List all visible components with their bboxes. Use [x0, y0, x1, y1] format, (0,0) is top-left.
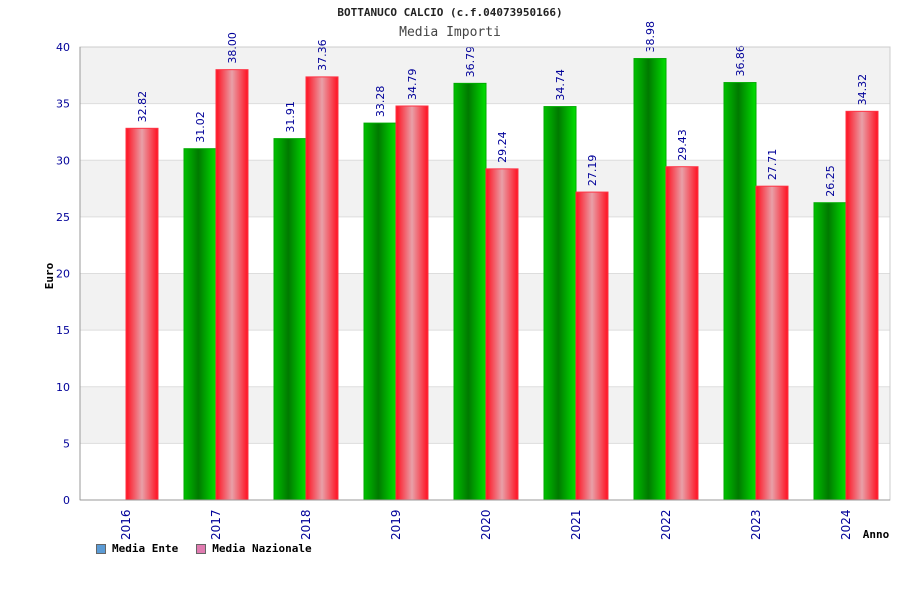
- x-tick-label: 2016: [119, 509, 133, 540]
- x-axis-label: Anno: [863, 528, 890, 541]
- y-tick-label: 30: [56, 154, 70, 167]
- bar-media-nazionale-2017: [215, 69, 249, 501]
- legend: Media Ente Media Nazionale: [96, 542, 312, 555]
- x-tick-label: 2023: [749, 509, 763, 540]
- data-label: 27.71: [766, 149, 779, 181]
- y-tick-label: 40: [56, 41, 70, 54]
- data-label: 31.02: [194, 111, 207, 143]
- data-label: 34.32: [856, 74, 869, 106]
- bar-media-ente-2019: [363, 122, 397, 501]
- legend-item-media-nazionale: Media Nazionale: [196, 542, 312, 555]
- legend-item-media-ente: Media Ente: [96, 542, 178, 555]
- data-label: 31.91: [284, 101, 297, 133]
- bar-media-nazionale-2024: [845, 110, 879, 501]
- bar-media-nazionale-2019: [395, 105, 429, 501]
- bar-media-nazionale-2020: [485, 168, 519, 501]
- bar-media-nazionale-2023: [755, 185, 789, 501]
- y-tick-label: 0: [63, 494, 70, 507]
- data-label: 36.86: [734, 45, 747, 77]
- y-axis-label: Euro: [43, 262, 56, 289]
- bar-media-ente-2023: [723, 82, 757, 501]
- bar-media-ente-2020: [453, 82, 487, 501]
- data-label: 37.36: [316, 39, 329, 71]
- axes: [79, 46, 891, 501]
- data-label: 27.19: [586, 155, 599, 187]
- tick-labels: 0 5 10 15 20 25 30 35 40 2016 2017 2018 2019 2020 2021…: [56, 41, 853, 540]
- data-label: 34.74: [554, 69, 567, 101]
- data-label: 33.28: [374, 86, 387, 118]
- bars: [125, 58, 879, 501]
- legend-swatch-media-ente: [96, 543, 106, 554]
- x-tick-label: 2020: [479, 509, 493, 540]
- x-tick-label: 2018: [299, 509, 313, 540]
- bar-labels: 32.82 31.02 38.00 31.91 37.36 33.28 34.79 36.79…: [136, 21, 869, 197]
- bar-media-nazionale-2021: [575, 191, 609, 501]
- data-label: 29.43: [676, 129, 689, 161]
- chart-subtitle: Media Importi: [399, 25, 501, 40]
- bar-media-ente-2021: [543, 106, 577, 501]
- data-label: 36.79: [464, 46, 477, 78]
- data-label: 32.82: [136, 91, 149, 123]
- chart-title: BOTTANUCO CALCIO (c.f.04073950166): [337, 6, 563, 19]
- data-label: 34.79: [406, 69, 419, 101]
- data-label: 38.00: [226, 32, 239, 64]
- legend-label-media-nazionale: Media Nazionale: [212, 542, 312, 555]
- bar-media-ente-2024: [813, 202, 847, 501]
- y-tick-label: 25: [56, 211, 70, 224]
- data-label: 29.24: [496, 131, 509, 163]
- x-tick-label: 2019: [389, 509, 403, 540]
- x-tick-label: 2021: [569, 509, 583, 540]
- x-tick-label: 2017: [209, 509, 223, 540]
- y-tick-label: 15: [56, 324, 70, 337]
- x-tick-label: 2024: [839, 509, 853, 540]
- y-tick-label: 5: [63, 437, 70, 450]
- legend-swatch-media-nazionale: [196, 543, 207, 554]
- data-label: 38.98: [644, 21, 657, 53]
- bar-media-ente-2022: [633, 58, 667, 501]
- bar-media-nazionale-2022: [665, 166, 699, 501]
- y-tick-label: 35: [56, 98, 70, 111]
- y-tick-label: 20: [56, 268, 70, 281]
- y-tick-label: 10: [56, 381, 70, 394]
- x-tick-label: 2022: [659, 509, 673, 540]
- bar-media-ente-2018: [273, 138, 307, 501]
- data-label: 26.25: [824, 165, 837, 197]
- bar-media-nazionale-2018: [305, 76, 339, 501]
- bar-media-ente-2017: [183, 148, 217, 501]
- legend-label-media-ente: Media Ente: [112, 542, 179, 555]
- bar-media-nazionale-2016: [125, 127, 159, 501]
